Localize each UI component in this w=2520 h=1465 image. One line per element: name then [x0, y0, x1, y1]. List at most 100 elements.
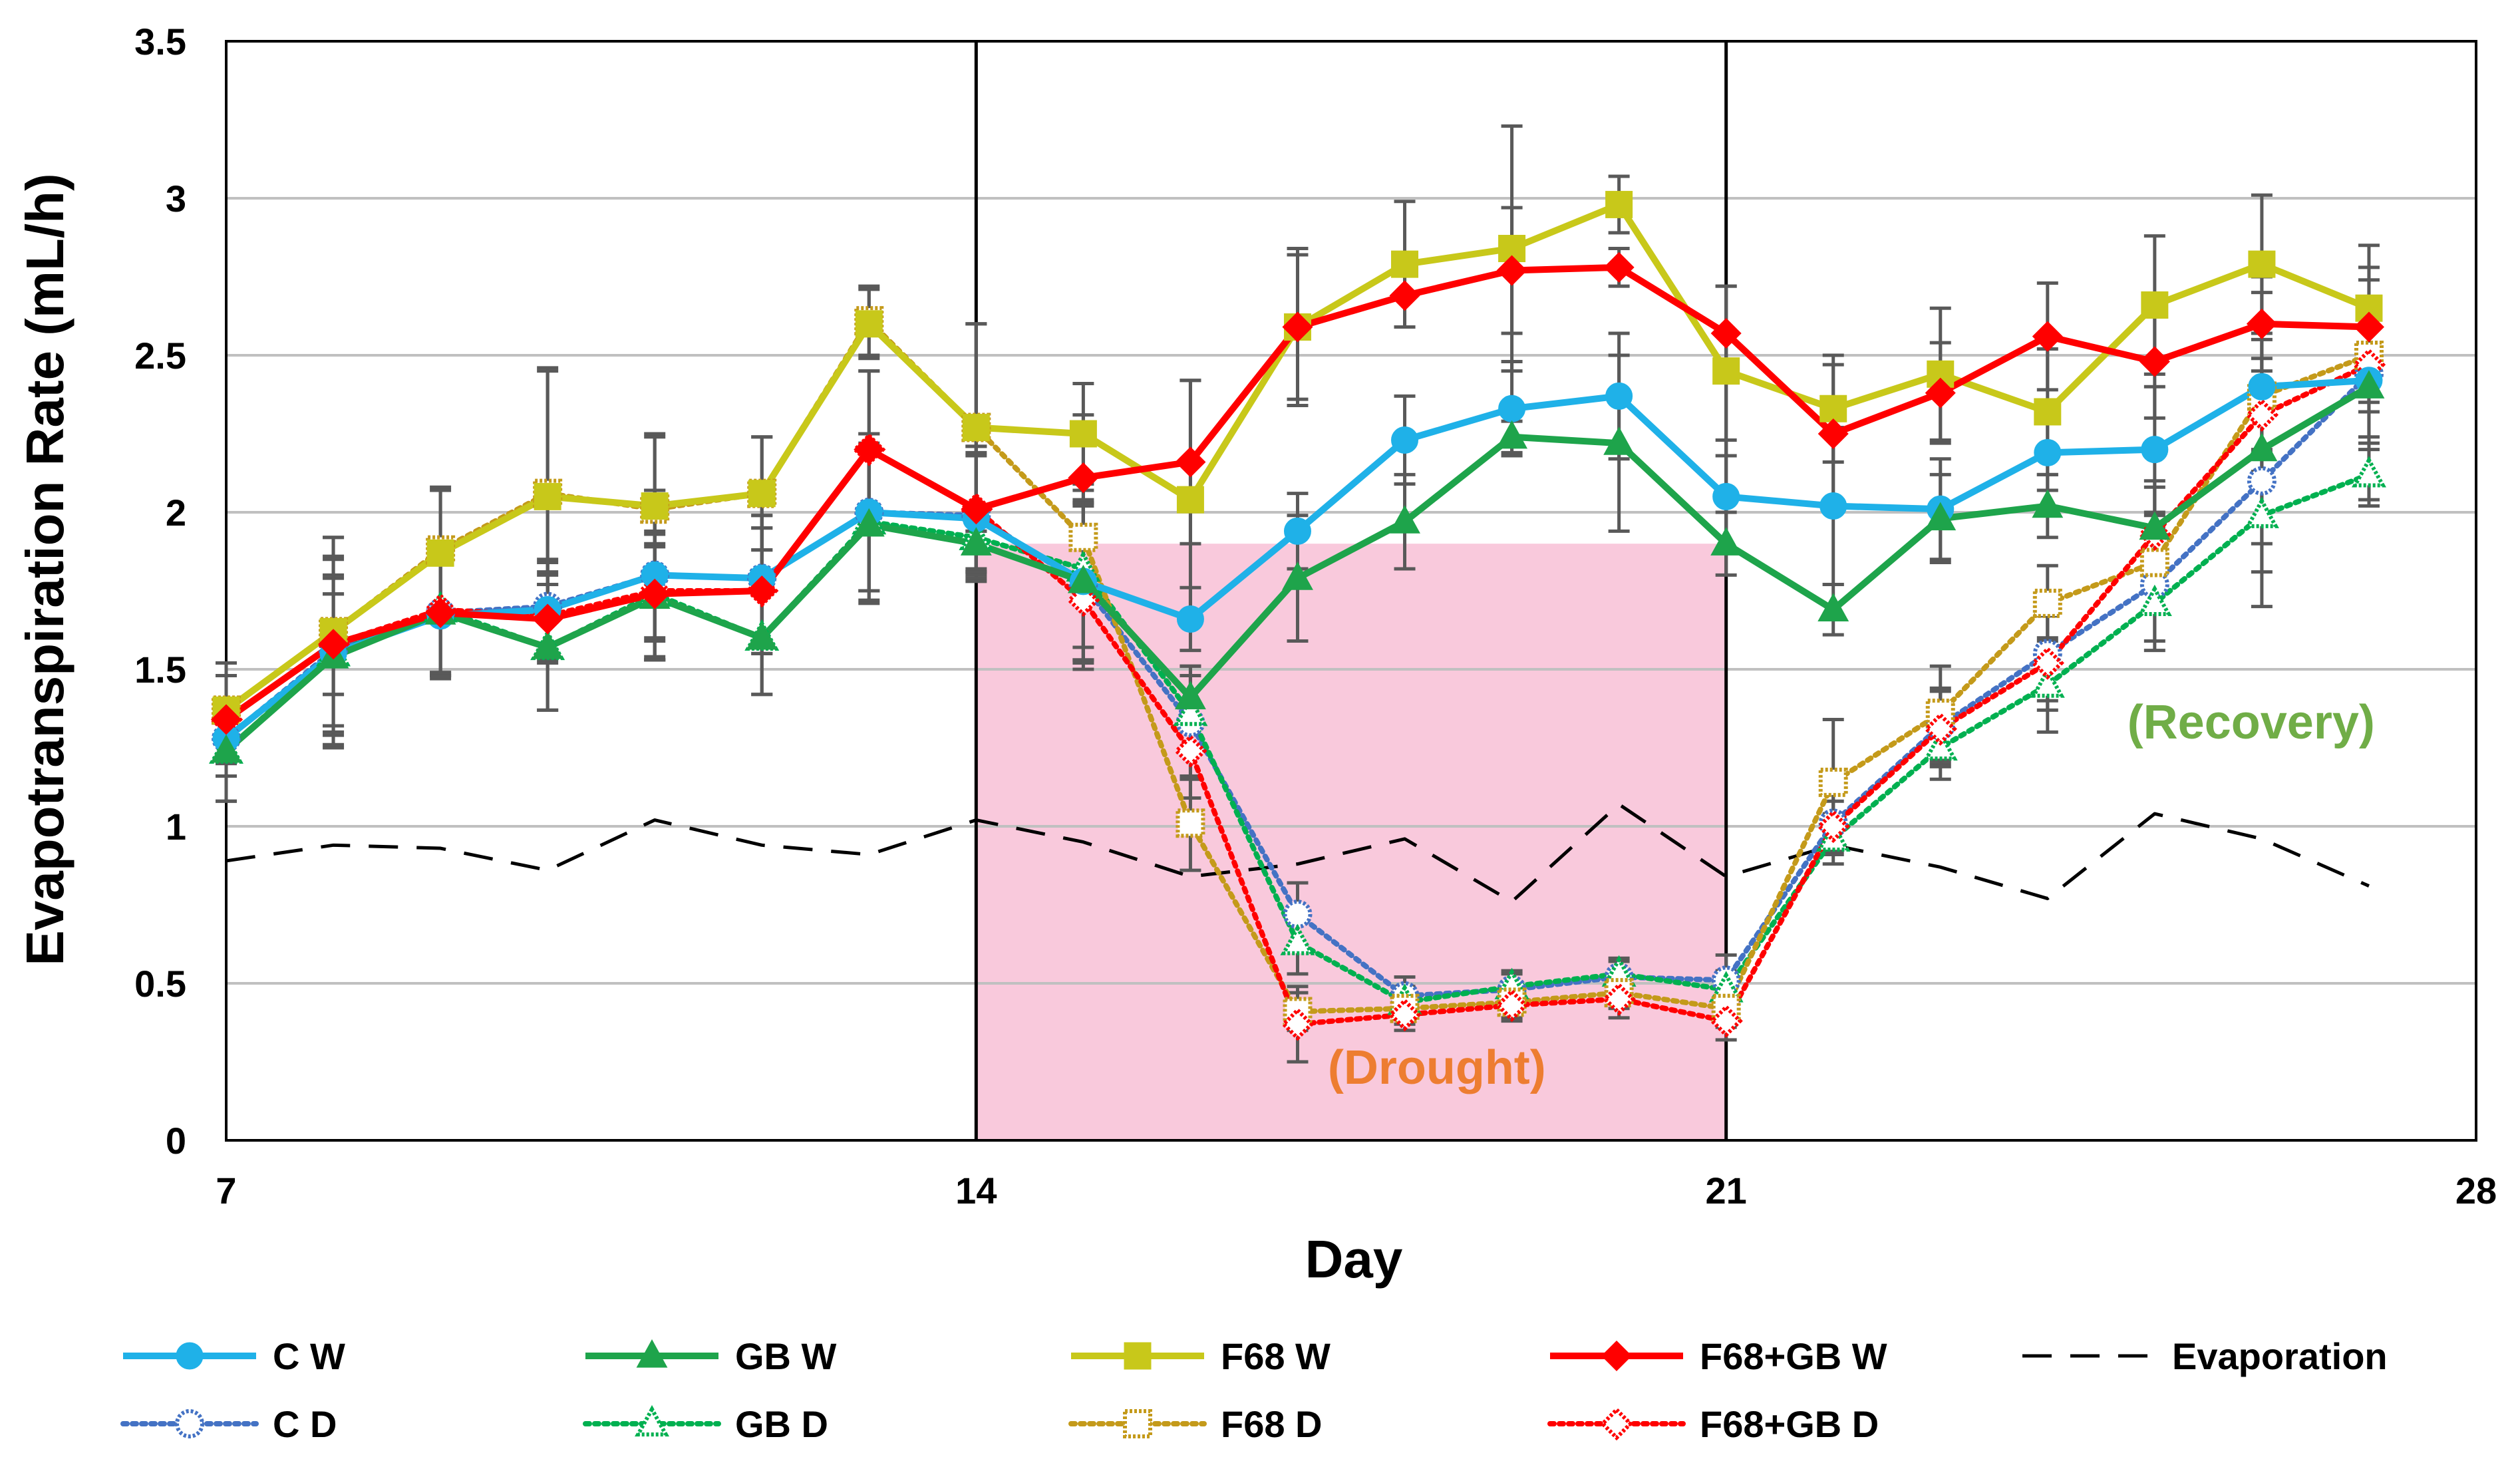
- data-point-f68-plus-gb-d: [1281, 1007, 1315, 1041]
- data-point-c-w: [2248, 373, 2276, 401]
- data-point-f68-plus-gb-d: [1816, 809, 1850, 844]
- data-point-gb-w: [1710, 527, 1742, 556]
- data-point-f68-plus-gb-w: [425, 597, 456, 629]
- data-point-c-d: [2247, 466, 2277, 496]
- data-point-f68-plus-gb-w: [2139, 346, 2170, 377]
- data-point-f68-w: [426, 539, 454, 567]
- recovery-annotation: (Recovery): [2127, 696, 2375, 749]
- data-point-c-w: [1391, 426, 1419, 454]
- legend-label: F68+GB W: [1700, 1335, 1887, 1377]
- data-point-gb-w: [1282, 562, 1313, 590]
- y-tick-label: 3: [166, 178, 186, 220]
- data-point-f68-d: [1176, 808, 1205, 838]
- data-point-f68-plus-gb-w: [210, 704, 242, 735]
- legend-label: F68 D: [1221, 1403, 1323, 1445]
- legend-item-f68-plus-gb-d: F68+GB D: [1547, 1403, 1879, 1445]
- data-point-f68-plus-gb-w: [1496, 255, 1527, 286]
- data-point-gb-w: [210, 734, 242, 763]
- data-point-gb-w: [1067, 564, 1099, 593]
- data-point-c-w: [1176, 605, 1204, 633]
- data-point-f68-w: [1069, 420, 1097, 448]
- data-point-f68-plus-gb-w: [2246, 308, 2277, 339]
- data-point-gb-w: [746, 621, 778, 650]
- data-point-f68-w: [1819, 395, 1847, 422]
- data-point-f68-plus-gb-w: [1925, 377, 1956, 408]
- legend-label: GB D: [735, 1403, 828, 1445]
- x-axis-title: Day: [1305, 1229, 1403, 1289]
- y-tick-label: 2.5: [134, 335, 186, 377]
- data-point-c-w: [1819, 492, 1847, 520]
- legend: C W GB W F68 W F68+GB W Evaporation C D GB D F6…: [120, 1335, 2388, 1445]
- data-point-gb-w: [1925, 502, 1957, 531]
- data-point-f68-plus-gb-w: [532, 603, 563, 635]
- data-point-f68-w: [641, 492, 669, 520]
- data-point-f68-plus-gb-d: [2030, 646, 2064, 680]
- data-point-f68-w: [855, 310, 883, 338]
- data-point-f68-plus-gb-w: [1710, 317, 1742, 349]
- data-point-f68-plus-gb-w: [1175, 446, 1206, 478]
- data-point-c-w: [2141, 436, 2169, 464]
- data-point-gb-d: [2137, 584, 2172, 617]
- data-point-f68-d: [2032, 588, 2062, 618]
- data-point-gb-d: [1923, 729, 1958, 761]
- legend-item-evaporation: Evaporation: [2022, 1335, 2388, 1377]
- data-point-f68-d: [1818, 767, 1848, 797]
- data-point-f68-w: [1712, 357, 1740, 385]
- legend-item-gb-w: GB W: [585, 1335, 837, 1377]
- legend-label: C W: [273, 1335, 345, 1377]
- data-point-f68-plus-gb-w: [1068, 462, 1099, 494]
- legend-label: GB W: [735, 1335, 837, 1377]
- data-point-f68-plus-gb-w: [2032, 321, 2063, 352]
- data-point-c-w: [1283, 517, 1311, 545]
- y-tick-label: 0.5: [134, 963, 186, 1005]
- y-tick-label: 3.5: [134, 21, 186, 63]
- data-point-gb-d: [2244, 496, 2279, 528]
- legend-swatch-marker: [635, 1404, 669, 1437]
- legend-label: Evaporation: [2172, 1335, 2388, 1377]
- data-point-gb-w: [853, 508, 885, 537]
- data-point-f68-plus-gb-w: [961, 494, 992, 525]
- series-line-evaporation: [226, 802, 2370, 903]
- data-point-c-w: [1605, 382, 1633, 410]
- x-tick-label: 21: [1706, 1170, 1747, 1212]
- legend-label: F68+GB D: [1700, 1403, 1879, 1445]
- data-point-f68-w: [962, 414, 990, 442]
- data-point-f68-plus-gb-d: [1709, 1004, 1743, 1038]
- data-point-f68-plus-gb-d: [1602, 982, 1636, 1016]
- data-point-f68-plus-gb-d: [2245, 398, 2279, 432]
- legend-swatch-marker: [1599, 1406, 1634, 1441]
- data-point-c-w: [2034, 438, 2062, 466]
- data-point-f68-w: [1391, 250, 1419, 278]
- x-tick-label: 7: [216, 1170, 236, 1212]
- data-point-f68-plus-gb-w: [746, 575, 778, 607]
- data-point-gb-w: [2353, 370, 2385, 399]
- data-point-f68-w: [2248, 250, 2276, 278]
- drought-annotation: (Drought): [1328, 1041, 1546, 1094]
- data-point-f68-plus-gb-w: [2353, 311, 2384, 343]
- x-tick-label: 28: [2455, 1170, 2497, 1212]
- legend-swatch-marker: [1123, 1409, 1152, 1438]
- legend-swatch-marker: [175, 1409, 204, 1438]
- data-point-f68-w: [1605, 190, 1633, 218]
- legend-swatch-marker: [636, 1339, 668, 1368]
- legend-swatch-marker: [1124, 1342, 1152, 1370]
- data-point-f68-plus-gb-w: [854, 434, 885, 465]
- y-axis-title: Evapotranspiration Rate (mL/h): [15, 173, 75, 965]
- data-point-f68-plus-gb-d: [1923, 712, 1957, 746]
- data-point-gb-d: [2351, 456, 2386, 488]
- data-point-f68-plus-gb-d: [1388, 998, 1422, 1032]
- x-tick-label: 14: [955, 1170, 997, 1212]
- y-tick-label: 2: [166, 492, 186, 534]
- legend-item-c-w: C W: [123, 1335, 345, 1377]
- data-point-gb-w: [1603, 426, 1635, 455]
- data-point-c-w: [1498, 395, 1526, 422]
- legend-label: F68 W: [1221, 1335, 1331, 1377]
- data-point-f68-plus-gb-w: [1389, 280, 1420, 311]
- data-point-f68-d: [1068, 522, 1098, 552]
- data-point-f68-plus-gb-d: [1495, 988, 1529, 1023]
- data-point-c-w: [1712, 482, 1740, 510]
- data-point-gb-w: [2032, 489, 2064, 518]
- data-point-gb-d: [2030, 666, 2065, 698]
- data-point-gb-d: [1173, 695, 1208, 727]
- legend-item-f68-d: F68 D: [1068, 1403, 1323, 1445]
